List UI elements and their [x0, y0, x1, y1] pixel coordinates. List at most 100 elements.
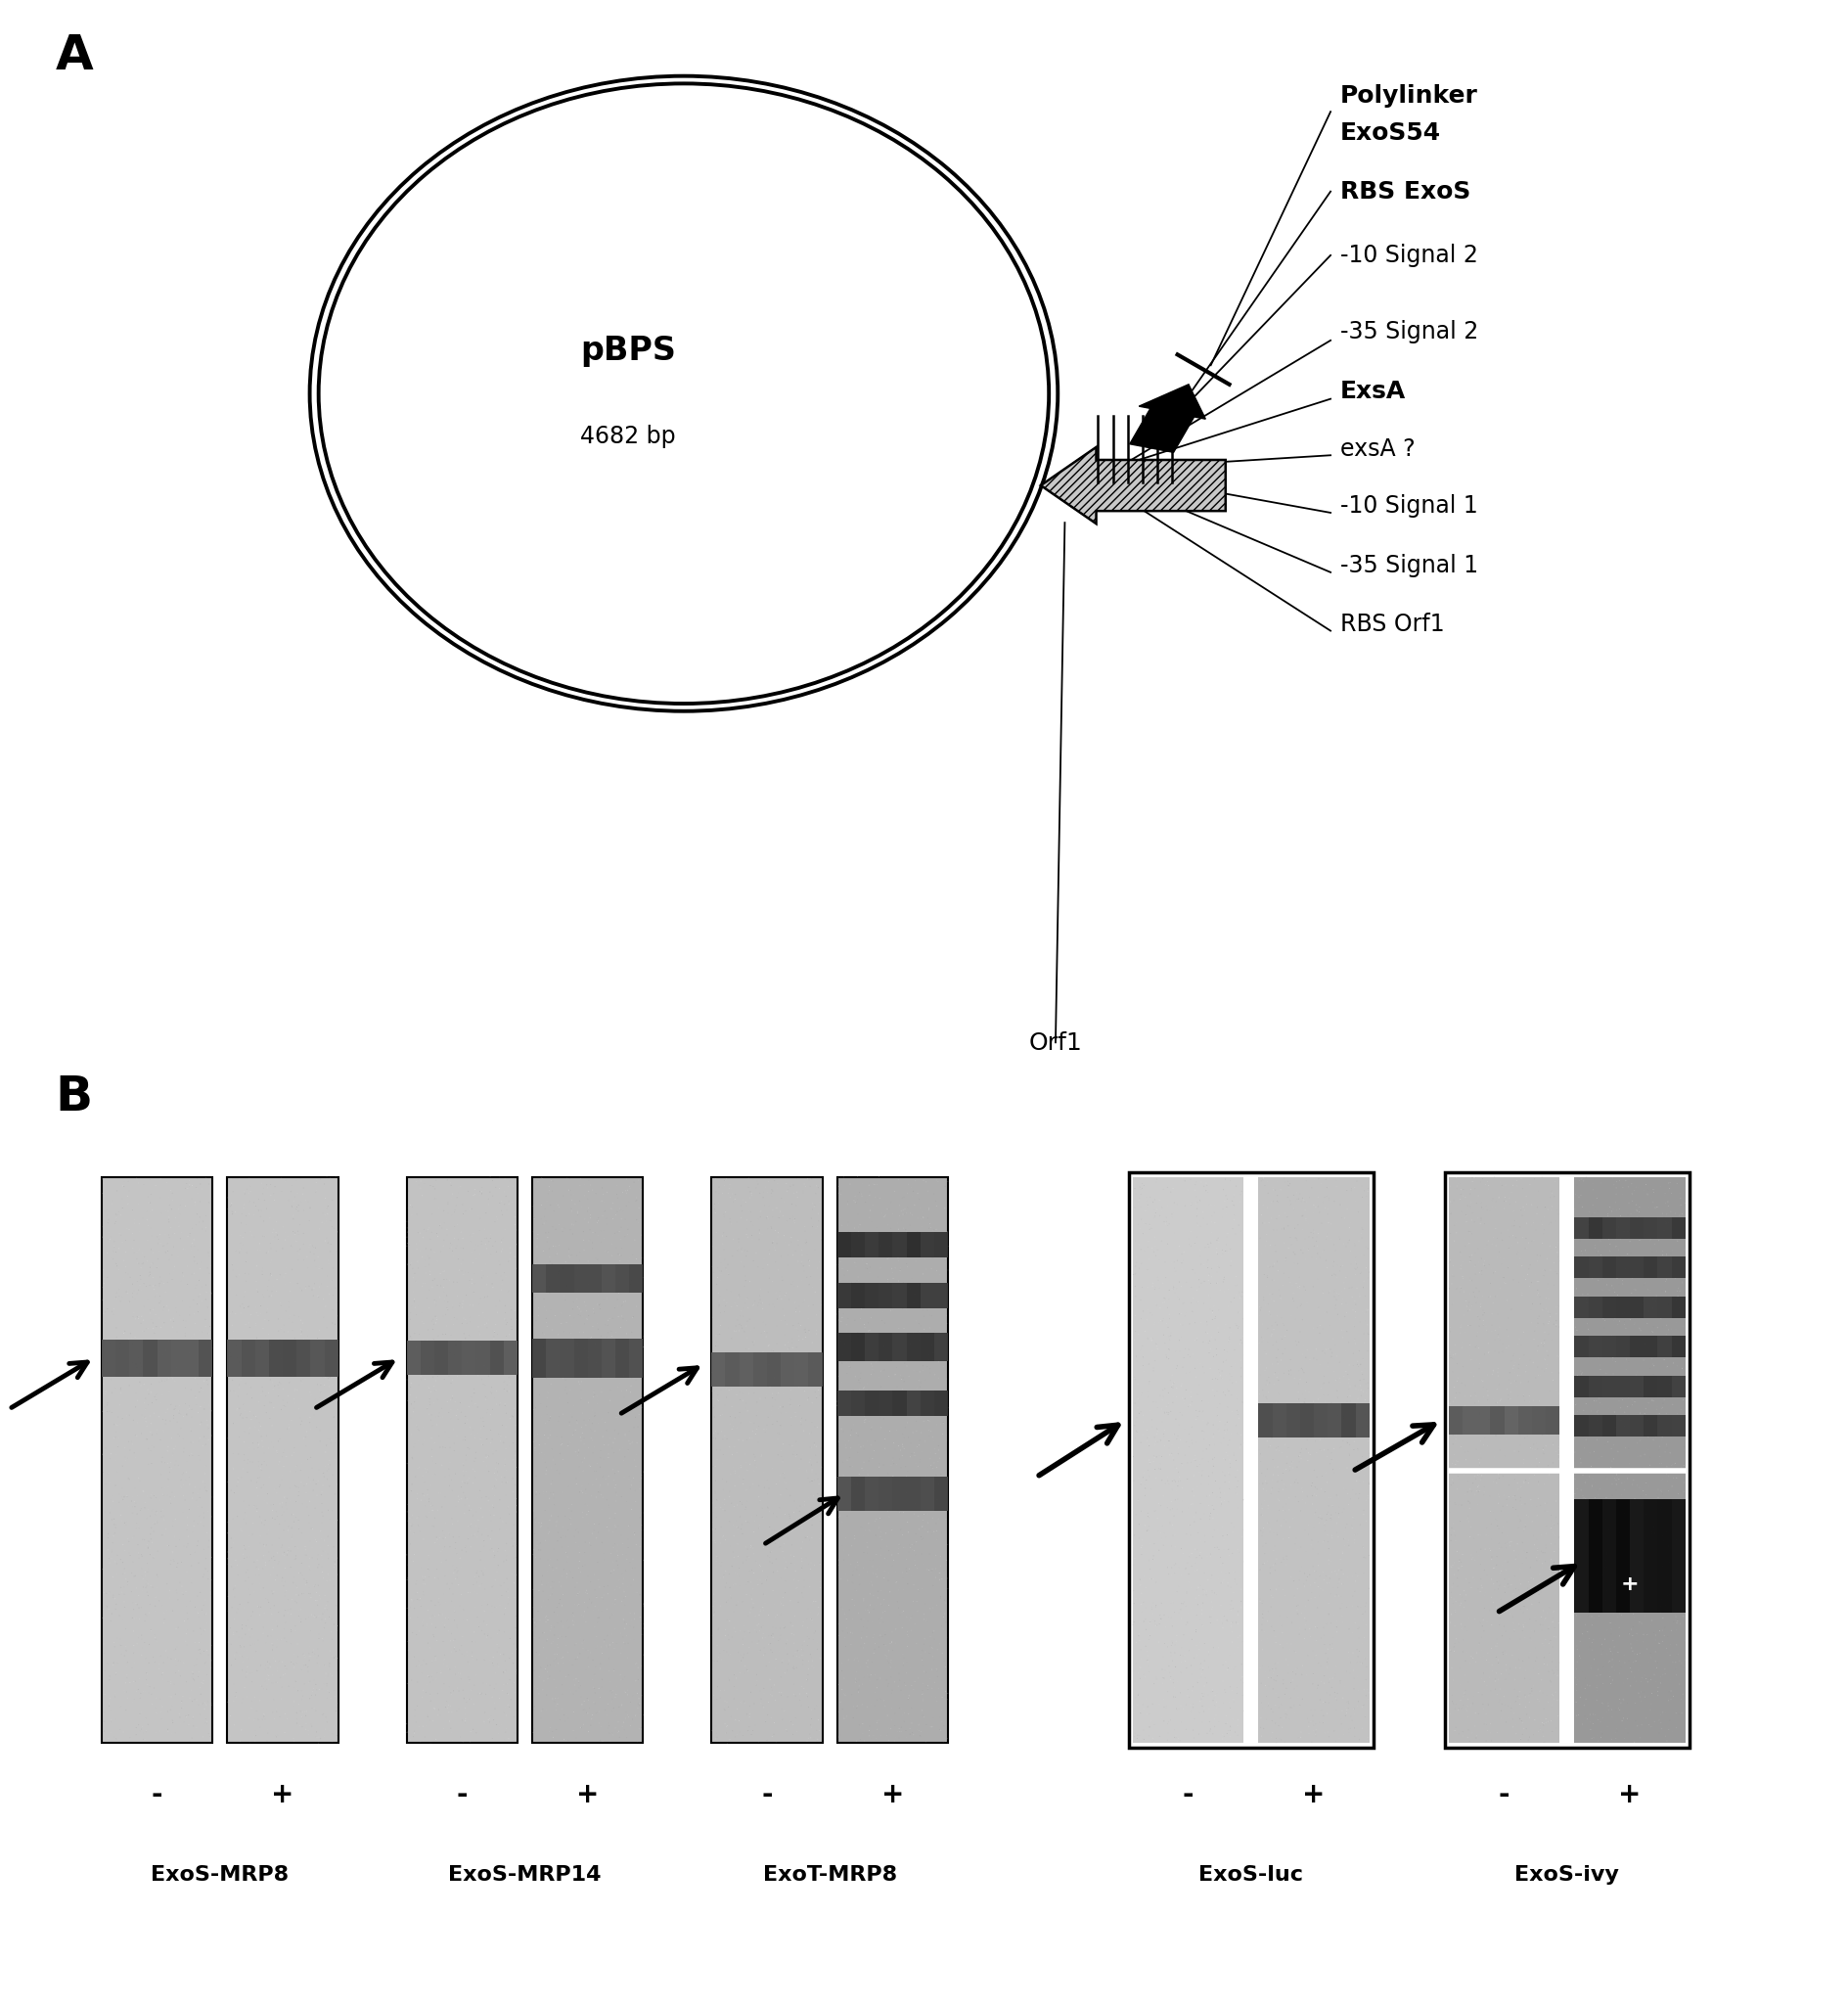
Point: [1201, 1323, 1231, 1355]
Point: [1652, 1503, 1682, 1535]
Point: [1573, 1329, 1602, 1361]
Point: [296, 1525, 325, 1557]
Point: [1449, 1174, 1478, 1206]
Point: [1264, 1178, 1294, 1210]
Point: [564, 1293, 593, 1325]
Point: [1582, 1397, 1611, 1429]
Point: [490, 1638, 519, 1670]
Point: [580, 1415, 610, 1447]
Point: [492, 1397, 521, 1429]
Point: [758, 1555, 787, 1588]
Point: [1574, 1501, 1604, 1533]
Point: [453, 1523, 482, 1555]
Point: [405, 1616, 434, 1648]
Point: [253, 1477, 283, 1509]
Point: [1164, 1230, 1194, 1262]
Point: [445, 1254, 475, 1286]
Point: [176, 1373, 205, 1405]
Point: [1135, 1427, 1164, 1459]
Point: [1510, 1395, 1539, 1427]
Point: [283, 1218, 312, 1250]
Point: [1508, 1515, 1538, 1547]
Point: [248, 1704, 277, 1736]
Point: [133, 1547, 163, 1580]
Point: [601, 1198, 630, 1230]
Point: [410, 1710, 440, 1742]
Point: [418, 1489, 447, 1521]
Point: [1194, 1280, 1223, 1313]
Bar: [893, 1477, 906, 1511]
Point: [586, 1323, 615, 1355]
Point: [527, 1339, 556, 1371]
Point: [580, 1519, 610, 1551]
Point: [1458, 1467, 1488, 1499]
Point: [1262, 1246, 1292, 1278]
Point: [194, 1531, 224, 1563]
Point: [449, 1674, 479, 1706]
Point: [1587, 1166, 1617, 1198]
Point: [177, 1427, 207, 1459]
Point: [166, 1686, 196, 1718]
Point: [765, 1654, 795, 1686]
Point: [723, 1527, 752, 1559]
Point: [741, 1339, 771, 1371]
Bar: [865, 1282, 880, 1309]
Point: [1569, 1584, 1599, 1616]
Point: [107, 1726, 137, 1758]
Bar: [1449, 1407, 1464, 1435]
Point: [1447, 1272, 1477, 1305]
Point: [543, 1188, 573, 1220]
Point: [1155, 1535, 1185, 1567]
Point: [554, 1529, 584, 1561]
Point: [852, 1606, 881, 1638]
Point: [1480, 1573, 1510, 1606]
Point: [1541, 1230, 1571, 1262]
Text: -35 Signal 2: -35 Signal 2: [1340, 321, 1478, 343]
Point: [1125, 1698, 1155, 1730]
Point: [1467, 1365, 1497, 1397]
Point: [582, 1307, 612, 1339]
Point: [1349, 1363, 1379, 1395]
Point: [172, 1463, 201, 1495]
Point: [1118, 1690, 1148, 1722]
Point: [593, 1620, 623, 1652]
Point: [1305, 1559, 1334, 1592]
Point: [1454, 1228, 1484, 1260]
Point: [911, 1256, 941, 1288]
Point: [933, 1166, 963, 1198]
Point: [778, 1610, 808, 1642]
Point: [610, 1349, 639, 1381]
Point: [91, 1469, 120, 1501]
Point: [309, 1698, 338, 1730]
Point: [525, 1349, 554, 1381]
Point: [1571, 1244, 1600, 1276]
Point: [1447, 1489, 1477, 1521]
Point: [1602, 1166, 1632, 1198]
Point: [793, 1618, 822, 1650]
Point: [277, 1602, 307, 1634]
Point: [1460, 1479, 1489, 1511]
Point: [549, 1519, 578, 1551]
Point: [137, 1479, 166, 1511]
Point: [133, 1449, 163, 1481]
Point: [758, 1636, 787, 1668]
Point: [828, 1459, 857, 1491]
Point: [1462, 1168, 1491, 1200]
Point: [728, 1184, 758, 1216]
Point: [1495, 1652, 1525, 1684]
Point: [760, 1361, 789, 1393]
Point: [1251, 1369, 1281, 1401]
Point: [473, 1622, 503, 1654]
Point: [795, 1565, 824, 1598]
Point: [142, 1626, 172, 1658]
Point: [880, 1252, 909, 1284]
Point: [708, 1415, 737, 1447]
Point: [569, 1686, 599, 1718]
Point: [107, 1403, 137, 1435]
Point: [1571, 1282, 1600, 1315]
Point: [1260, 1553, 1290, 1586]
Point: [697, 1375, 726, 1407]
Point: [1526, 1327, 1556, 1359]
Point: [1273, 1307, 1303, 1339]
Point: [582, 1288, 612, 1321]
